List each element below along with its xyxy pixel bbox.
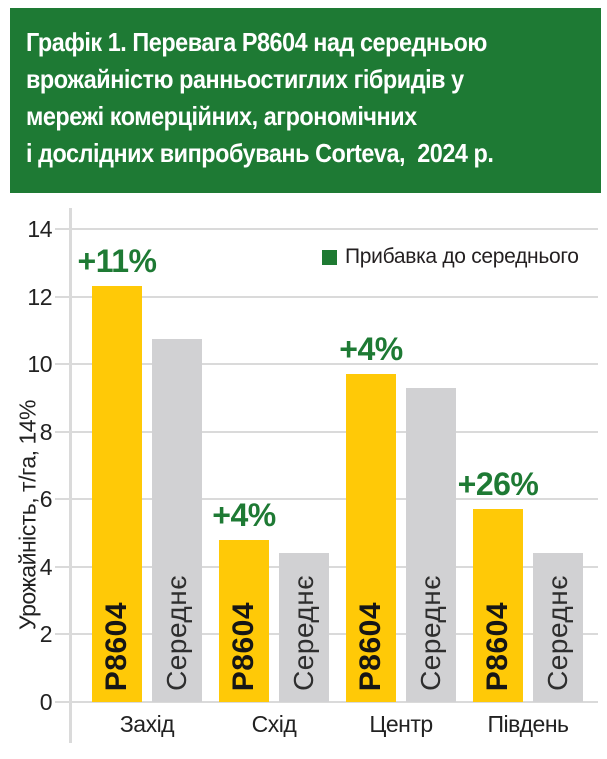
legend-swatch-icon bbox=[322, 249, 337, 265]
gridline bbox=[55, 295, 598, 298]
y-tick-label: 0 bbox=[39, 689, 53, 715]
gridline bbox=[55, 430, 598, 433]
bar-label-average: Середнє bbox=[288, 575, 319, 691]
bar-label-average: Середнє bbox=[415, 575, 446, 691]
chart-title-line: і дослідних випробувань Corteva, 2024 р. bbox=[26, 138, 494, 168]
bar-label-p8604: P8604 bbox=[227, 601, 260, 691]
x-category-label: Південь bbox=[487, 711, 570, 737]
y-tick-label: 4 bbox=[39, 553, 53, 580]
bar-average: Середнє bbox=[152, 339, 202, 702]
bar-average: Середнє bbox=[279, 553, 329, 702]
gain-annotation: +4% bbox=[339, 331, 403, 368]
bar-p8604: P8604 bbox=[473, 509, 523, 702]
chart-title-line: мережі комерційних, агрономічних bbox=[26, 101, 417, 131]
bar-label-average: Середнє bbox=[542, 575, 573, 691]
y-tick-label: 14 bbox=[27, 216, 52, 242]
plot-area: P8604 Середнє +11% P8604 Середнє +4% P8604 Сере… bbox=[55, 228, 598, 703]
bar-p8604: P8604 bbox=[219, 540, 269, 702]
legend-label: Прибавка до середнього bbox=[345, 245, 579, 268]
chart-title-banner: Графік 1. Перевага P8604 над середньою в… bbox=[10, 8, 601, 193]
bar-label-p8604: P8604 bbox=[481, 601, 514, 691]
gridline bbox=[55, 363, 598, 366]
y-axis-line bbox=[69, 208, 72, 743]
gain-annotation: +26% bbox=[457, 466, 539, 503]
x-category-label: Захід bbox=[119, 711, 175, 737]
gridline bbox=[55, 498, 598, 501]
y-tick-label: 12 bbox=[27, 283, 52, 310]
bar-average: Середнє bbox=[533, 553, 583, 702]
gain-annotation: +4% bbox=[212, 496, 276, 533]
bar-p8604: P8604 bbox=[346, 374, 396, 702]
gain-annotation: +11% bbox=[77, 243, 157, 280]
gridline bbox=[55, 228, 598, 230]
bar-label-average: Середнє bbox=[161, 575, 192, 691]
bar-label-p8604: P8604 bbox=[354, 601, 387, 691]
gridline bbox=[55, 701, 598, 703]
y-tick-label: 8 bbox=[39, 418, 53, 445]
y-tick-label: 2 bbox=[39, 621, 53, 648]
bar-average: Середнє bbox=[406, 388, 456, 702]
bar-p8604: P8604 bbox=[92, 286, 142, 702]
y-tick-label: 10 bbox=[27, 351, 52, 378]
y-tick-label: 6 bbox=[39, 486, 53, 513]
bar-label-p8604: P8604 bbox=[100, 601, 133, 691]
x-category-label: Центр bbox=[369, 711, 433, 737]
legend: Прибавка до середнього bbox=[322, 245, 579, 269]
chart-title-line: врожайністю ранньостиглих гібридів у bbox=[26, 64, 464, 94]
chart-title-line: Графік 1. Перевага P8604 над середньою bbox=[26, 27, 487, 57]
x-category-label: Схід bbox=[251, 711, 297, 737]
